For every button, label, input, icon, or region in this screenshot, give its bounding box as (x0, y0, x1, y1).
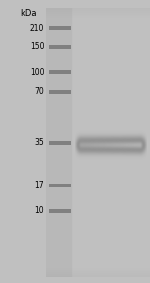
Text: 10: 10 (35, 206, 44, 215)
Text: 35: 35 (34, 138, 44, 147)
Text: 150: 150 (30, 42, 44, 51)
Text: 210: 210 (30, 24, 44, 33)
Bar (49, 70, 70, 74)
Text: 70: 70 (34, 87, 44, 97)
Text: kDa: kDa (20, 9, 37, 18)
Bar (49, 141, 70, 145)
Text: 17: 17 (35, 181, 44, 190)
Bar (49, 209, 70, 213)
Text: 100: 100 (30, 68, 44, 77)
Bar (49, 45, 70, 49)
Bar (49, 90, 70, 94)
Bar (49, 184, 70, 187)
Bar (49, 26, 70, 30)
